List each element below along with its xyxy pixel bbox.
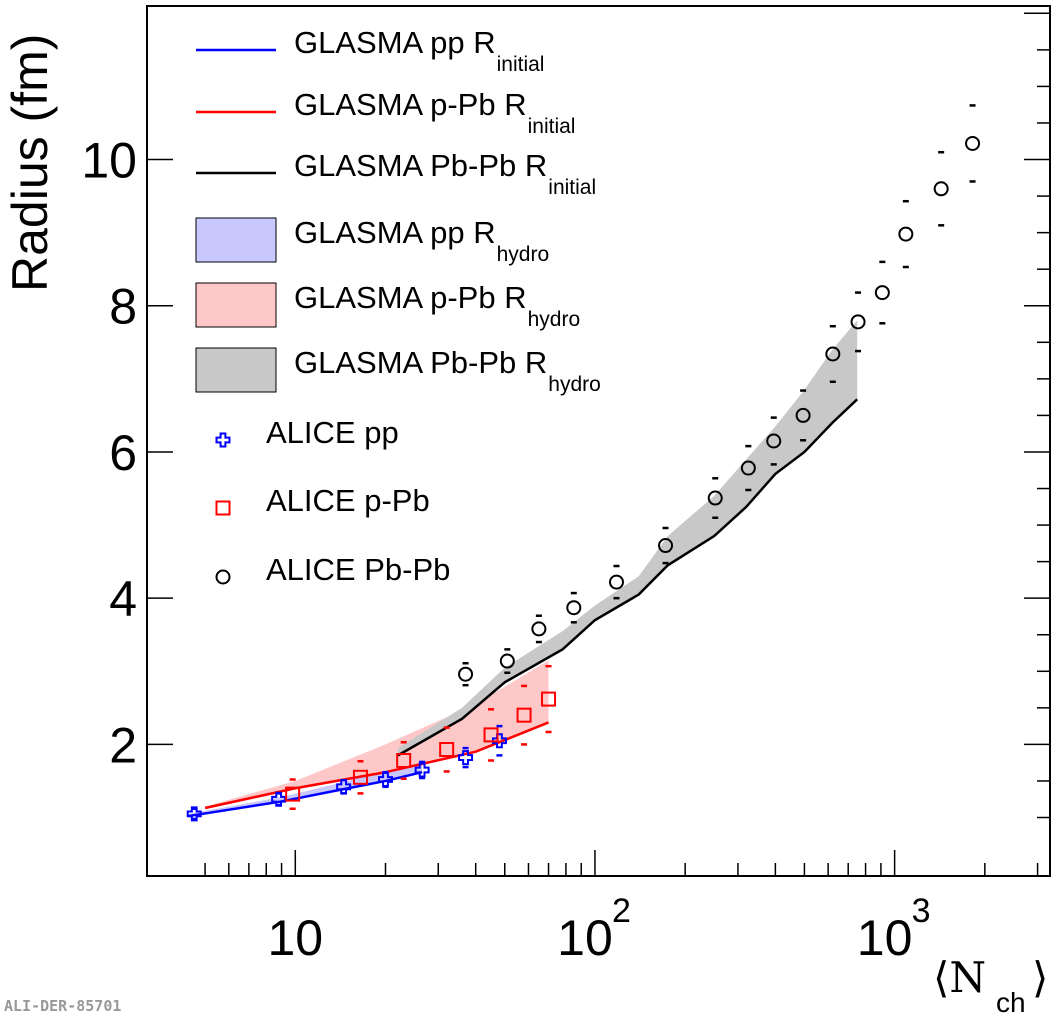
x-tick-label-exponent: 3: [912, 892, 931, 930]
alice-pb-pb-point: [898, 226, 914, 242]
legend-alice-p-pb: ALICE p-Pb: [215, 483, 430, 518]
alice-pb-pb-point: [850, 314, 866, 330]
axis-ticks: [147, 12, 1050, 876]
legend-glasma-p-pb-r-initial-label-sub: initial: [528, 115, 576, 138]
legend-alice-pb-pb-marker: [215, 569, 231, 585]
legend-alice-pp-marker: [215, 432, 231, 448]
alice-pp-point: [458, 750, 474, 766]
legend-alice-pb-pb: ALICE Pb-Pb: [215, 552, 450, 587]
legend-alice-pb-pb-label: ALICE Pb-Pb: [266, 552, 450, 587]
alice-p-pb-point: [541, 691, 557, 707]
band-glasma-pb-pb-r-hydro: [397, 320, 858, 756]
legend-glasma-pp-r-hydro-swatch: [195, 217, 277, 263]
alice-p-pb-point: [285, 786, 301, 802]
legend-glasma-p-pb-r-hydro-label-sub: hydro: [528, 308, 581, 331]
legend-glasma-pb-pb-r-initial-label-sub: initial: [548, 176, 596, 199]
legend-glasma-pp-r-initial-label: GLASMA pp R: [294, 25, 496, 60]
data-points: [186, 104, 981, 822]
alice-pb-pb-point: [499, 653, 515, 669]
y-tick-label: 6: [109, 425, 137, 481]
y-tick-label: 10: [81, 133, 137, 189]
legend-glasma-pb-pb-r-hydro-label: GLASMA Pb-Pb R: [294, 345, 547, 380]
legend-glasma-pb-pb-r-initial-label: GLASMA Pb-Pb R: [294, 148, 547, 183]
legend-glasma-p-pb-r-hydro-label: GLASMA p-Pb R: [294, 280, 527, 315]
x-axis-label-sub: ch: [996, 987, 1026, 1018]
legend-glasma-pb-pb-r-hydro-label-sub: hydro: [548, 373, 601, 396]
x-tick-label: 10: [557, 910, 613, 966]
y-tick-label: 2: [109, 717, 137, 773]
legend-glasma-p-pb-r-initial-label: GLASMA p-Pb R: [294, 87, 527, 122]
plot-frame: [146, 5, 1051, 877]
alice-p-pb-point: [439, 742, 455, 758]
legend-glasma-p-pb-r-hydro-swatch: [195, 282, 277, 328]
alice-pb-pb-point: [965, 135, 981, 151]
x-tick-label-exponent: 2: [612, 892, 631, 930]
band-glasma-pp-r-hydro: [188, 755, 423, 817]
alice-pb-pb-point: [707, 490, 723, 506]
x-axis-label-main: ⟨N: [933, 953, 986, 1002]
alice-pp-point: [271, 791, 287, 807]
watermark: ALI-DER-85701: [4, 997, 121, 1015]
alice-pp-point: [186, 806, 202, 822]
x-tick-label: 10: [267, 910, 323, 966]
legend-alice-pp-label: ALICE pp: [266, 415, 399, 450]
alice-pp-point: [491, 733, 507, 749]
legend-glasma-pp-r-initial-label-sub: initial: [497, 53, 545, 76]
alice-pp-point: [336, 779, 352, 795]
alice-pb-pb-point: [458, 666, 474, 682]
band-glasma-p-pb-r-hydro: [205, 660, 549, 809]
alice-pb-pb-point: [531, 621, 547, 637]
y-axis-label: Radius (fm): [2, 34, 58, 292]
alice-p-pb-point: [396, 752, 412, 768]
alice-pp-point: [414, 762, 430, 778]
y-tick-label: 4: [109, 571, 137, 627]
legend-alice-p-pb-label: ALICE p-Pb: [266, 483, 430, 518]
alice-pb-pb-point: [874, 285, 890, 301]
line-glasma-pb-pb-r-initial: [397, 398, 859, 757]
y-tick-label: 8: [109, 279, 137, 335]
x-tick-label: 10: [857, 910, 913, 966]
legend-alice-p-pb-marker: [215, 500, 231, 516]
alice-pb-pb-point: [658, 538, 674, 554]
legend-glasma-pb-pb-r-hydro-swatch: [195, 347, 277, 393]
x-axis-label: ⟨N ch ⟩: [933, 953, 1048, 1018]
alice-p-pb-point: [516, 707, 532, 723]
alice-p-pb-point: [483, 727, 499, 743]
legend-glasma-pp-r-hydro-label: GLASMA pp R: [294, 215, 496, 250]
hydro-bands: [188, 320, 858, 817]
alice-p-pb-point: [352, 769, 368, 785]
alice-pb-pb-point: [766, 433, 782, 449]
alice-pb-pb-point: [740, 460, 756, 476]
alice-pb-pb-point: [795, 407, 811, 423]
legend-alice-pp: ALICE pp: [215, 415, 399, 450]
alice-pp-point: [377, 771, 393, 787]
legend-glasma-pp-r-hydro-label-sub: hydro: [497, 243, 550, 266]
alice-pb-pb-point: [825, 346, 841, 362]
alice-pb-pb-point: [566, 600, 582, 616]
alice-pb-pb-point: [933, 181, 949, 197]
x-axis-label-close: ⟩: [1032, 953, 1048, 1002]
alice-pb-pb-point: [608, 574, 624, 590]
